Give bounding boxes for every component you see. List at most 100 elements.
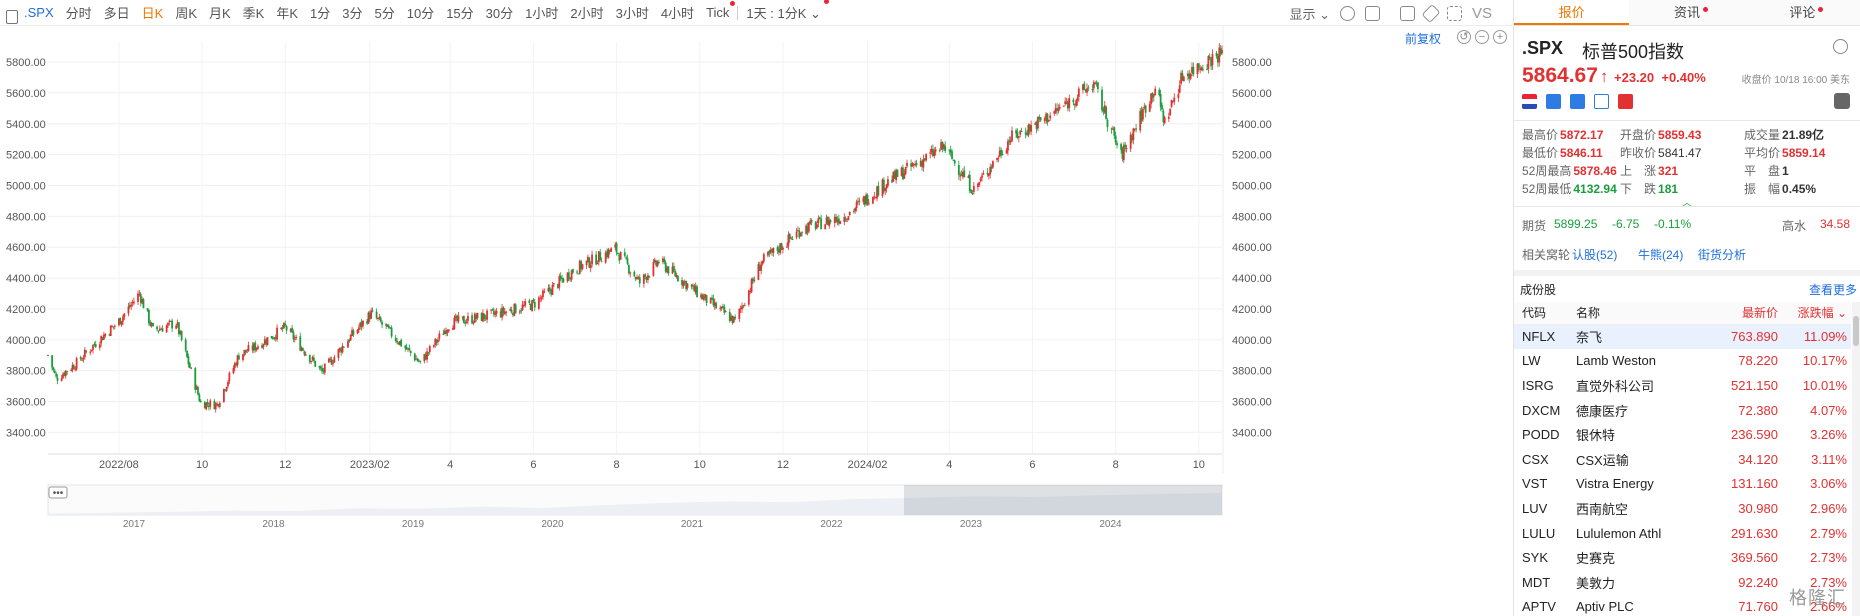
candle-body xyxy=(772,247,775,253)
trade-icon[interactable] xyxy=(1546,94,1561,109)
col-price[interactable]: 最新价 xyxy=(1716,302,1786,325)
table-row[interactable]: LULU Lululemon Athl 291.630 2.79% xyxy=(1514,521,1851,546)
candle-body xyxy=(1008,140,1011,142)
table-row[interactable]: PODD 银休特 236.590 3.26% xyxy=(1514,422,1851,447)
camera-icon[interactable] xyxy=(1399,5,1415,21)
candle-body xyxy=(728,311,731,322)
table-row[interactable]: CSX CSX运输 34.120 3.11% xyxy=(1514,447,1851,472)
candle-body xyxy=(236,355,239,366)
cell-pct: 10.17% xyxy=(1802,353,1847,369)
table-scrollbar[interactable] xyxy=(1852,302,1860,616)
period-tab[interactable]: 4小时 xyxy=(660,6,695,21)
candle-body xyxy=(255,347,258,351)
candle-body xyxy=(319,366,322,369)
panel-tab[interactable]: 评论 xyxy=(1745,0,1860,25)
period-tab[interactable]: 周K xyxy=(175,6,197,21)
candle-body xyxy=(1067,101,1069,109)
table-row[interactable]: SYK 史赛克 369.560 2.73% xyxy=(1514,545,1851,570)
candle-body xyxy=(637,277,640,279)
candle-body xyxy=(1084,89,1087,92)
table-row[interactable]: VST Vistra Energy 131.160 3.06% xyxy=(1514,472,1851,497)
symbol-selector[interactable]: .SPX xyxy=(0,5,60,24)
candle-body xyxy=(1131,136,1133,141)
zoom-out-icon[interactable]: − xyxy=(1475,30,1489,44)
y-tick-label-right: 3400.00 xyxy=(1232,427,1272,439)
period-tab[interactable]: 日K xyxy=(141,6,164,21)
period-tab[interactable]: 1小时 xyxy=(525,6,559,21)
draw-pen-icon[interactable] xyxy=(1421,3,1441,23)
adjust-mode-button[interactable]: 前复权 xyxy=(1405,32,1442,46)
candle-body xyxy=(254,342,257,351)
period-tab[interactable]: 多日 xyxy=(103,6,130,21)
period-tab[interactable]: 15分 xyxy=(446,6,474,21)
y-tick-label-right: 4400.00 xyxy=(1232,273,1272,285)
period-tab[interactable]: 1分 xyxy=(310,6,331,21)
candlestick-chart[interactable]: 3400.00 3400.00 3600.00 3600.00 3800.00 3800.… xyxy=(0,26,1512,574)
period-tab[interactable]: 5分 xyxy=(374,6,395,21)
period-tab[interactable]: 年K xyxy=(276,6,299,21)
candle-body xyxy=(1170,100,1173,108)
table-row[interactable]: MDT 美敦力 92.240 2.73% xyxy=(1514,570,1851,595)
candle-body xyxy=(843,216,846,223)
candle-body xyxy=(1024,132,1027,135)
indicator-checkbox-icon[interactable] xyxy=(1364,5,1380,21)
expand-chevron-icon[interactable]: ︿ xyxy=(1682,198,1692,209)
candle-body xyxy=(767,252,769,256)
col-code[interactable]: 代码 xyxy=(1514,302,1576,325)
candle-body xyxy=(337,349,340,358)
cell-name: 德康医疗 xyxy=(1576,403,1629,419)
candle-body xyxy=(51,355,53,368)
period-tab[interactable]: 10分 xyxy=(406,6,435,21)
period-tab[interactable]: 季K xyxy=(242,6,265,21)
col-change[interactable]: 涨跌幅 ⌄ xyxy=(1786,302,1851,325)
period-tab[interactable]: Tick xyxy=(700,1,736,20)
candle-body xyxy=(656,261,659,267)
price-chart[interactable]: 3400.00 3400.00 3600.00 3600.00 3800.00 3800.… xyxy=(0,26,1512,574)
candle-body xyxy=(675,275,678,278)
candle-body xyxy=(1095,82,1098,84)
panel-tab[interactable]: 报价 xyxy=(1514,0,1630,25)
period-tab[interactable]: 3分 xyxy=(342,6,363,21)
note-icon[interactable] xyxy=(1594,94,1609,109)
period-tab[interactable]: 2小时 xyxy=(570,6,604,21)
panel-toggle-icon[interactable] xyxy=(6,10,18,24)
share-icon[interactable] xyxy=(1570,94,1585,109)
candle-body xyxy=(177,322,180,335)
reset-icon[interactable]: ↺ xyxy=(1457,30,1471,44)
call-warrants-link[interactable]: 认股(52) xyxy=(1572,248,1618,262)
table-row[interactable]: LW Lamb Weston 78.220 10.17% xyxy=(1514,349,1851,374)
table-row[interactable]: APTV Aptiv PLC 71.760 2.66% xyxy=(1514,595,1851,616)
settings-icon[interactable] xyxy=(1339,5,1355,21)
bull-bear-link[interactable]: 牛熊(24) xyxy=(1638,248,1684,262)
gear-icon[interactable] xyxy=(1833,39,1848,54)
table-row[interactable]: ISRG 直觉外科公司 521.150 10.01% xyxy=(1514,373,1851,398)
period-tab[interactable]: 3小时 xyxy=(615,6,649,21)
panel-tab[interactable]: 资讯 xyxy=(1629,0,1744,25)
period-tab[interactable]: 分时 xyxy=(65,6,92,21)
compare-button[interactable]: VS xyxy=(1471,4,1492,22)
y-tick-label-right: 3800.00 xyxy=(1232,366,1272,378)
zoom-in-icon[interactable]: + xyxy=(1493,30,1507,44)
display-menu[interactable]: 显示 ⌄ xyxy=(1289,6,1330,22)
candle-body xyxy=(509,309,512,311)
candle-body xyxy=(797,230,799,232)
candle-body xyxy=(1208,56,1211,59)
table-row[interactable]: DXCM 德康医疗 72.380 4.07% xyxy=(1514,398,1851,423)
futures-row[interactable]: 期货 5899.25 -6.75 -0.11% 高水 34.58 xyxy=(1522,217,1851,233)
favorite-heart-icon[interactable] xyxy=(1618,94,1633,109)
period-tab[interactable]: 30分 xyxy=(485,6,514,21)
table-row[interactable]: NFLX 奈飞 763.890 11.09% xyxy=(1514,324,1851,349)
view-more-link[interactable]: 查看更多 xyxy=(1808,283,1857,297)
custom-period-dropdown[interactable]: 1天 : 1分K ⌄ xyxy=(740,0,829,22)
candle-body xyxy=(1177,94,1180,99)
fullscreen-icon[interactable] xyxy=(1446,5,1462,21)
cell-pct: 10.01% xyxy=(1802,377,1847,393)
period-tab[interactable]: 月K xyxy=(209,6,231,21)
candle-body xyxy=(81,359,83,361)
alert-bell-icon[interactable] xyxy=(1834,93,1850,109)
street-analysis-link[interactable]: 街货分析 xyxy=(1698,248,1747,262)
candle-body xyxy=(375,311,378,319)
table-row[interactable]: LUV 西南航空 30.980 2.96% xyxy=(1514,496,1851,521)
candle-body xyxy=(629,272,632,274)
col-name[interactable]: 名称 xyxy=(1576,302,1716,325)
